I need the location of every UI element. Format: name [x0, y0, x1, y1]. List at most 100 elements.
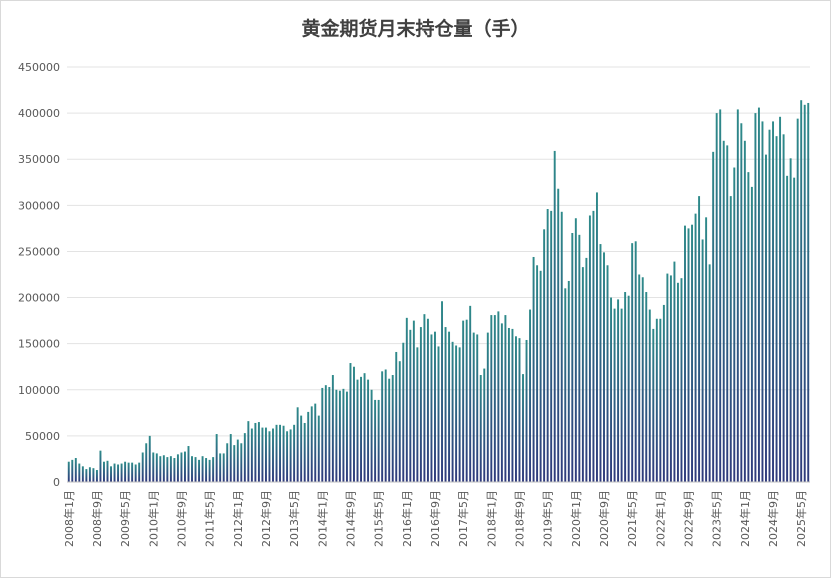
x-tick-label: 2018年9月 [512, 490, 526, 547]
bar [807, 102, 810, 482]
bar [388, 378, 391, 482]
bar [803, 104, 806, 483]
bar [321, 387, 324, 482]
bar [141, 452, 144, 482]
bar [574, 218, 577, 482]
x-tick-label: 2012年1月 [231, 490, 245, 547]
bar [317, 415, 320, 482]
y-tick-label: 0 [53, 476, 60, 489]
bar [198, 459, 201, 482]
bar [613, 308, 616, 482]
bar [272, 428, 274, 482]
x-tick-label: 2013年5月 [287, 490, 301, 547]
bar [581, 267, 584, 482]
x-tick-label: 2010年9月 [174, 490, 188, 547]
bar [754, 113, 757, 482]
bar [243, 433, 246, 482]
x-tick-label: 2016年9月 [428, 490, 442, 547]
bar [268, 431, 271, 482]
bar [680, 278, 683, 482]
bar [631, 243, 634, 482]
bar [374, 399, 377, 482]
bar [254, 422, 257, 482]
bar [599, 244, 602, 482]
bar [486, 332, 489, 482]
bar [289, 429, 292, 482]
bar [124, 461, 127, 482]
bar [363, 373, 366, 482]
bar [437, 346, 440, 482]
bar [458, 347, 461, 482]
bar [310, 406, 313, 482]
bar [793, 177, 796, 482]
bar [208, 459, 211, 482]
bar [736, 109, 739, 482]
x-tick-label: 2014年9月 [343, 490, 357, 547]
bar [367, 379, 370, 482]
bar [264, 427, 267, 482]
bar [775, 136, 778, 482]
bar [648, 309, 651, 482]
bar [624, 292, 627, 482]
x-tick-label: 2019年5月 [541, 490, 555, 547]
bar [159, 456, 162, 482]
bar-series [67, 100, 810, 483]
bar [789, 158, 792, 483]
bar [490, 315, 493, 482]
bar [511, 328, 514, 482]
bar [250, 428, 253, 482]
bar [180, 452, 183, 482]
bar [342, 388, 345, 482]
bar [500, 323, 503, 482]
bar [398, 361, 401, 482]
bar [370, 389, 373, 482]
x-tick-label: 2022年9月 [682, 490, 696, 547]
chart-title: 黄金期货月末持仓量（手） [301, 18, 530, 40]
x-tick-label: 2018年1月 [484, 490, 498, 547]
bar [78, 463, 81, 482]
bar [183, 451, 186, 482]
y-tick-label: 300000 [18, 199, 60, 212]
bar [620, 308, 623, 482]
bar [162, 455, 165, 482]
bar [712, 151, 715, 482]
bar [395, 351, 398, 482]
y-tick-label: 150000 [18, 338, 60, 351]
bar [550, 210, 553, 482]
bar [684, 225, 686, 482]
bar [67, 461, 70, 482]
bar [377, 399, 380, 482]
bar [483, 368, 486, 482]
bar [176, 454, 179, 482]
bar [493, 315, 496, 482]
bar [381, 371, 384, 482]
bar [603, 252, 605, 482]
bar [257, 422, 260, 482]
x-tick-label: 2022年1月 [653, 490, 667, 547]
bar [384, 369, 387, 482]
bar [201, 456, 204, 482]
bar [525, 339, 528, 482]
bar [497, 311, 500, 482]
bar [588, 215, 591, 482]
bar [698, 196, 701, 482]
bar [560, 211, 563, 483]
bar [578, 234, 581, 482]
x-tick-label: 2011年5月 [203, 490, 217, 547]
x-tick-label: 2008年1月 [62, 490, 76, 547]
bar [726, 145, 729, 482]
y-axis: 0 50000 100000 150000 200000 250000 300000 3500… [18, 61, 60, 489]
bar [155, 453, 158, 482]
y-tick-label: 400000 [18, 107, 60, 120]
bar [673, 261, 676, 482]
bar [532, 256, 535, 482]
bar [659, 318, 662, 482]
bar [434, 331, 436, 482]
x-tick-label: 2009年5月 [118, 490, 132, 547]
bar [652, 328, 655, 482]
bar [708, 264, 711, 482]
bar [455, 345, 458, 482]
bar [275, 424, 278, 482]
bar [293, 424, 296, 482]
x-tick-label: 2020年1月 [569, 490, 583, 547]
